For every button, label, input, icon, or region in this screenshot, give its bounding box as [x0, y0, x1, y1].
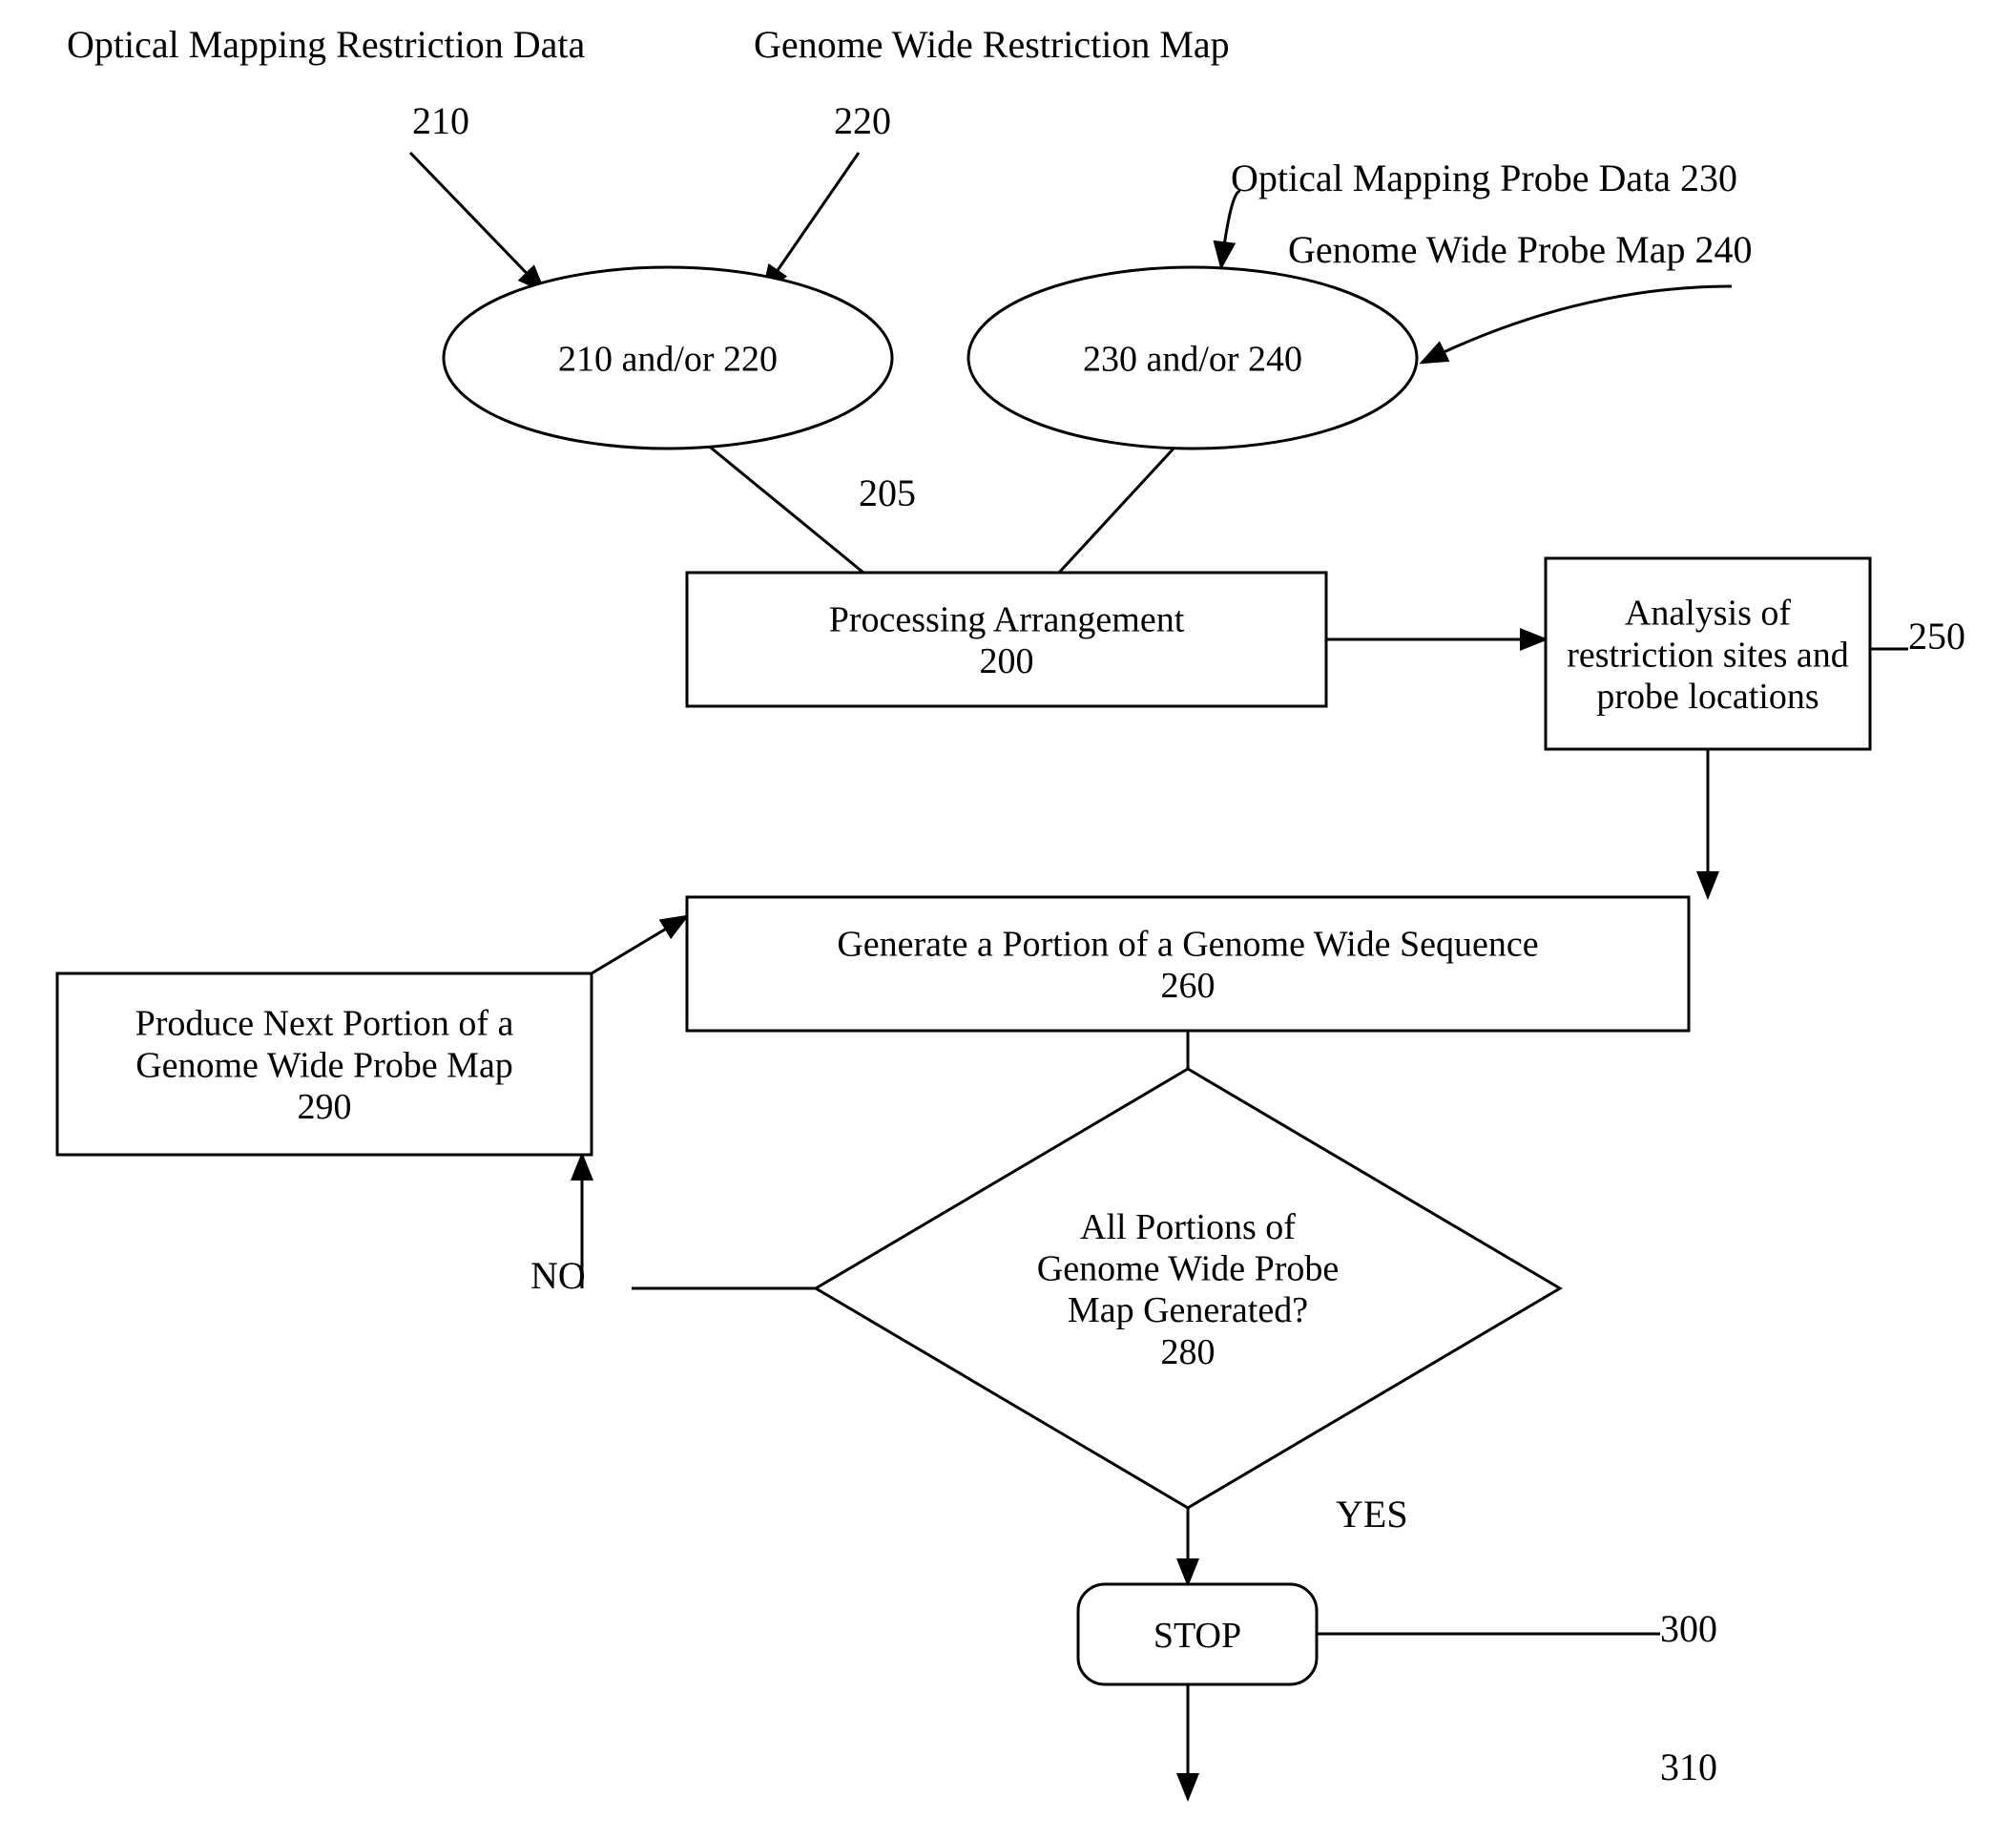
label-num_300: 300 — [1660, 1607, 1717, 1650]
edge-rightfeed — [1059, 449, 1174, 573]
node-stop: STOP — [1078, 1584, 1317, 1684]
label-probe_map: Genome Wide Probe Map 240 — [1288, 228, 1752, 271]
node-produce_next: Produce Next Portion of aGenome Wide Pro… — [57, 973, 592, 1155]
node-processing: Processing Arrangement200 — [687, 573, 1326, 706]
label-probe_data: Optical Mapping Probe Data 230 — [1231, 157, 1737, 199]
node-text-stop: STOP — [1153, 1616, 1241, 1656]
label-no: NO — [530, 1254, 586, 1297]
label-num_205: 205 — [859, 471, 916, 514]
node-text-ellipse_right: 230 and/or 240 — [1083, 339, 1302, 379]
edge-arrow_240 — [1422, 286, 1732, 363]
node-ellipse_left: 210 and/or 220 — [444, 267, 892, 449]
node-ellipse_right: 230 and/or 240 — [968, 267, 1417, 449]
node-generate: Generate a Portion of a Genome Wide Sequ… — [687, 897, 1689, 1031]
label-num_250: 250 — [1908, 615, 1965, 658]
edge-next_to_gen — [592, 916, 687, 973]
node-text-ellipse_left: 210 and/or 220 — [558, 339, 778, 379]
label-top_right: Genome Wide Restriction Map — [754, 23, 1230, 66]
node-decision: All Portions ofGenome Wide ProbeMap Gene… — [816, 1069, 1560, 1508]
node-analysis: Analysis ofrestriction sites andprobe lo… — [1546, 558, 1870, 749]
edge-leftfeed — [706, 444, 863, 573]
label-num_220: 220 — [834, 99, 891, 142]
label-num_210: 210 — [412, 99, 469, 142]
edge-arrow_220 — [763, 153, 859, 291]
label-top_left: Optical Mapping Restriction Data — [67, 23, 585, 66]
label-num_310: 310 — [1660, 1745, 1717, 1788]
edge-arrow_230 — [1221, 191, 1240, 267]
label-yes: YES — [1336, 1493, 1408, 1536]
edge-arrow_210 — [410, 153, 544, 291]
